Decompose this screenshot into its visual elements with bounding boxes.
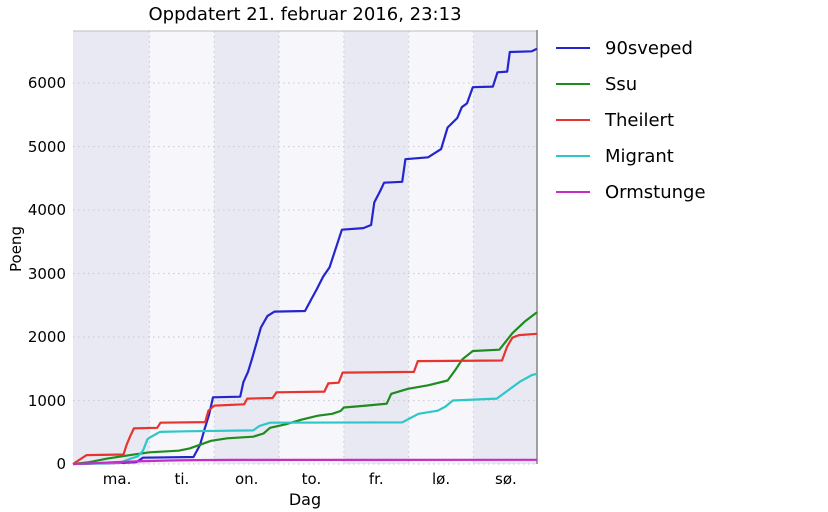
series-line-Ormstunge	[72, 458, 538, 466]
x-tick-label: lø.	[432, 470, 451, 488]
legend-label: 90sveped	[605, 37, 693, 59]
legend-item-Migrant: Migrant	[556, 138, 706, 174]
day-band	[149, 31, 215, 464]
y-tick-label: 0	[56, 455, 66, 473]
day-band	[73, 31, 150, 464]
legend-label: Migrant	[605, 145, 674, 167]
legend-line-icon	[556, 191, 590, 193]
series-line-Theilert	[72, 332, 538, 465]
y-tick-label: 5000	[27, 137, 66, 156]
day-band	[408, 31, 474, 464]
y-tick-label: 2000	[27, 328, 66, 347]
y-tick-label: 4000	[27, 201, 66, 220]
series-line-Migrant	[72, 372, 538, 466]
day-band	[343, 31, 409, 464]
legend-item-Ormstunge: Ormstunge	[556, 174, 706, 210]
x-tick-label: on.	[234, 470, 259, 488]
legend-item-90sveped: 90sveped	[556, 30, 706, 66]
day-band	[214, 31, 280, 464]
legend-item-Theilert: Theilert	[556, 102, 706, 138]
legend-line-icon	[556, 119, 590, 121]
series-line-90sveped	[72, 47, 538, 466]
x-tick-label: to.	[301, 470, 322, 488]
legend-line-icon	[556, 155, 590, 157]
x-tick-label: sø.	[495, 470, 517, 488]
legend-item-Ssu: Ssu	[556, 66, 706, 102]
x-tick-label: ti.	[174, 470, 190, 488]
legend-line-icon	[556, 83, 590, 85]
y-tick-label: 1000	[27, 391, 66, 410]
x-tick-label: ma.	[102, 470, 132, 488]
legend-label: Ssu	[605, 73, 638, 95]
y-tick-label: 6000	[27, 74, 66, 93]
legend-label: Theilert	[605, 109, 675, 131]
legend-label: Ormstunge	[605, 181, 706, 203]
day-band	[279, 31, 344, 464]
chart-title: Oppdatert 21. februar 2016, 23:13	[148, 4, 462, 25]
legend-line-icon	[556, 47, 590, 49]
x-axis-label: Dag	[288, 490, 322, 509]
x-tick-label: fr.	[368, 470, 384, 488]
legend: 90sveped Ssu Theilert Migrant Ormstunge	[556, 30, 706, 210]
y-tick-label: 3000	[27, 264, 66, 283]
